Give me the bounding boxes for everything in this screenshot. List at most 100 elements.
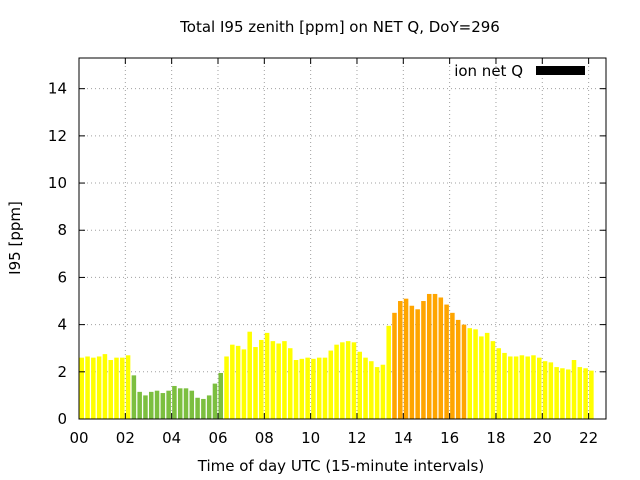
bar [299,358,305,419]
bar [177,388,183,419]
y-tick-label: 6 [57,268,67,286]
bar [137,391,142,419]
bar [311,358,316,419]
x-tick-label: 14 [394,429,413,447]
bar [148,391,154,419]
bar [554,367,559,419]
bar [403,298,409,419]
bar [426,293,432,419]
bar [195,397,200,419]
bar [201,398,206,419]
bar [513,356,519,419]
bar [108,360,113,419]
grid [79,58,606,419]
bar [328,350,334,419]
bar [235,345,241,419]
bar [484,332,490,419]
bar [340,342,345,419]
bar [537,357,542,419]
bar [212,383,218,419]
bar [189,390,195,419]
bar [577,367,583,419]
bar [253,347,258,419]
bar [363,357,368,419]
y-tick-label: 14 [48,80,67,98]
bar [102,354,108,419]
bar [125,355,131,419]
legend: ion net Q [454,62,585,80]
bar [398,301,403,419]
bar [519,355,525,419]
legend-swatch [536,66,585,75]
bar [467,328,473,419]
bar [154,390,160,419]
bar [218,372,224,419]
x-tick-label: 16 [440,429,459,447]
bar [386,325,391,419]
bar [120,357,125,419]
x-tick-label: 00 [69,429,88,447]
bar [276,343,281,419]
bar [490,341,496,419]
bar [345,341,351,419]
bar [415,309,420,419]
bar [525,356,530,419]
bar [589,370,594,419]
bar [172,385,177,419]
legend-label: ion net Q [454,62,523,80]
x-axis-label: Time of day UTC (15-minute intervals) [197,457,484,475]
bar [282,341,287,419]
bar [351,342,357,419]
bar [230,344,235,419]
bar [85,356,90,419]
bar [206,395,212,419]
bar [421,301,426,419]
bar [455,319,461,419]
bar [241,349,247,419]
bar [334,344,339,419]
bar [392,312,397,419]
bar [369,361,374,419]
bar [143,395,148,419]
bar [444,304,449,419]
bar [316,357,322,419]
bar [322,357,328,419]
bar [380,364,386,419]
chart-title: Total I95 zenith [ppm] on NET Q, DoY=296 [179,18,500,36]
bar [270,341,276,419]
bar [432,293,438,419]
bar [565,369,571,419]
y-tick-label: 2 [57,363,67,381]
bar [183,388,189,419]
x-tick-label: 08 [255,429,274,447]
bar [583,368,588,419]
bar [409,305,415,419]
x-tick-label: 10 [301,429,320,447]
bar [548,362,554,419]
bar [224,356,229,419]
bar [542,361,548,419]
bar [287,348,293,419]
y-tick-label: 12 [48,127,67,145]
bar [79,357,85,419]
bar [450,312,455,419]
bar [502,352,507,419]
bar [131,375,137,419]
bar [264,332,270,419]
bar [571,360,577,419]
bar [166,390,171,419]
x-tick-label: 06 [208,429,227,447]
y-tick-label: 8 [57,221,67,239]
x-tick-label: 18 [486,429,505,447]
y-axis-label: I95 [ppm] [6,201,24,275]
x-tick-label: 20 [533,429,552,447]
bar [438,297,444,419]
bar [96,356,102,419]
bar [305,357,310,419]
bar [479,336,484,419]
y-tick-label: 0 [57,410,67,428]
x-tick-label: 12 [347,429,366,447]
bar [357,351,362,419]
